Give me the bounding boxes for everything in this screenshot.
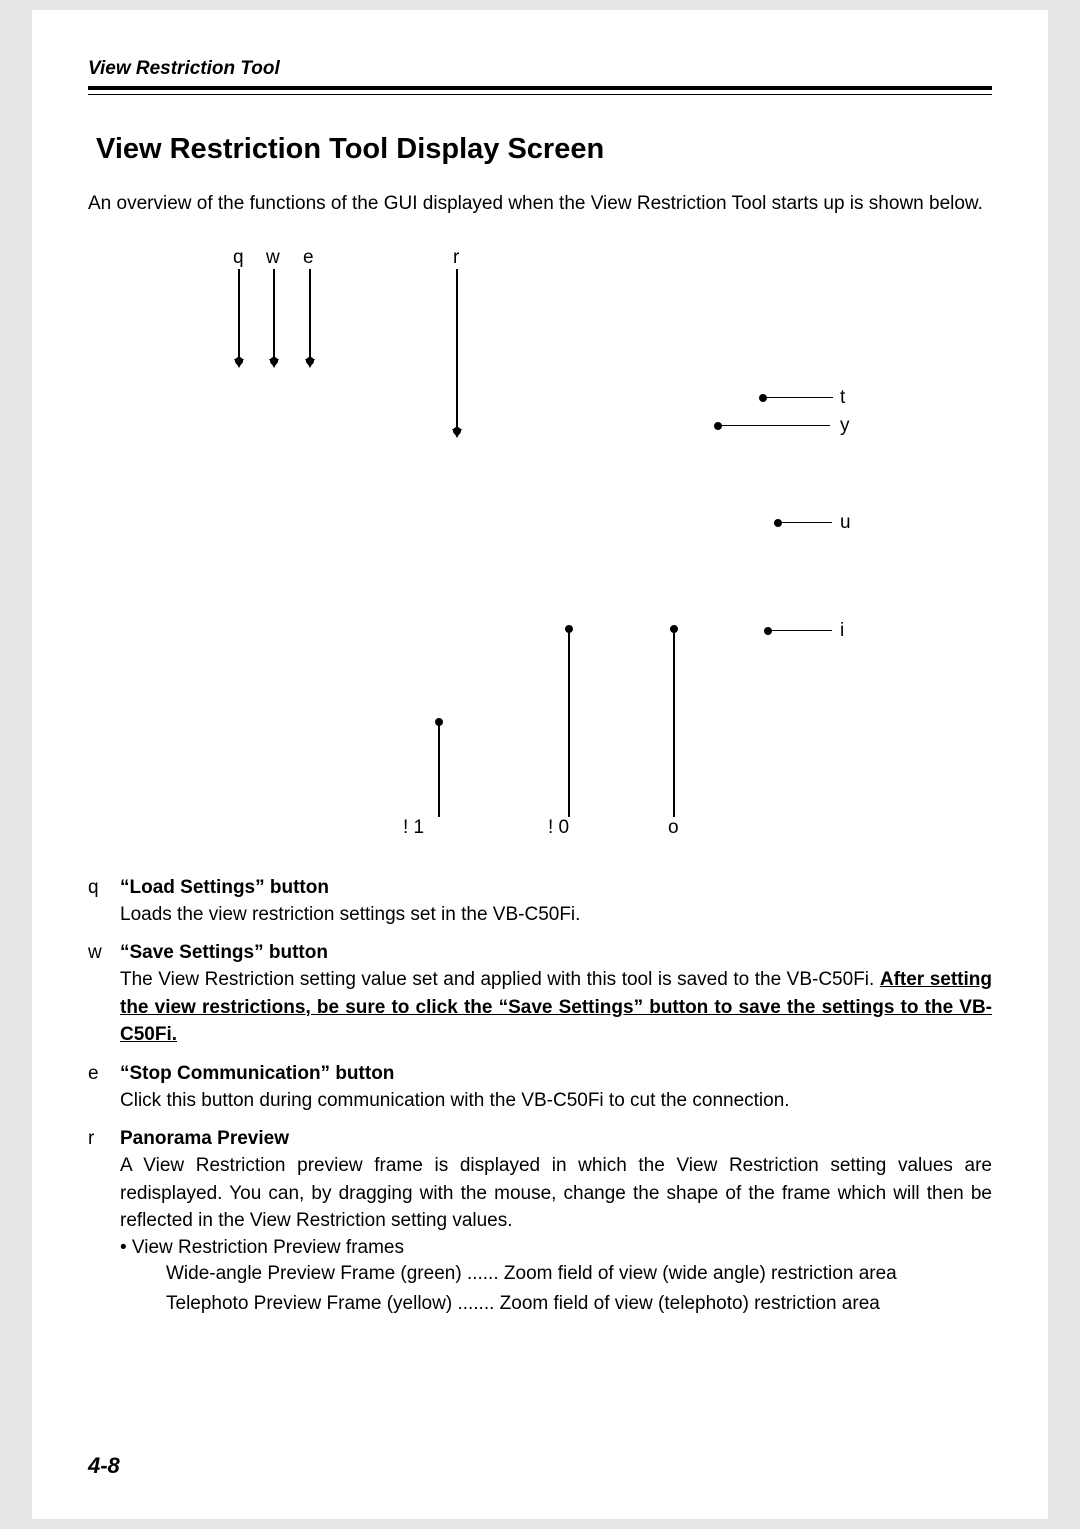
dot-o: [670, 625, 678, 633]
def-text: The View Restriction setting value set a…: [120, 966, 992, 1049]
line-y: [718, 425, 830, 427]
bullet-row: • View Restriction Preview frames: [120, 1237, 992, 1259]
def-key: r: [88, 1128, 120, 1150]
label-t: t: [840, 387, 845, 409]
line-t: [763, 397, 833, 399]
line-b0: [568, 629, 570, 817]
label-b0: ! 0: [548, 817, 569, 839]
line-o: [673, 629, 675, 817]
header-rule-thin: [88, 94, 992, 95]
def-text: A View Restriction preview frame is disp…: [120, 1152, 992, 1235]
def-title: Panorama Preview: [120, 1128, 992, 1150]
label-y: y: [840, 415, 850, 437]
def-key: w: [88, 942, 120, 964]
dot-u: [774, 519, 782, 527]
def-text: Click this button during communication w…: [120, 1087, 992, 1115]
dot-i: [764, 627, 772, 635]
line-r: [456, 269, 458, 429]
page-title: View Restriction Tool Display Screen: [96, 133, 992, 166]
line-q: [238, 269, 240, 359]
dot-b1: [435, 718, 443, 726]
frame-list: Wide-angle Preview Frame (green) ...... …: [166, 1259, 992, 1320]
def-key: q: [88, 877, 120, 899]
label-w: w: [266, 247, 280, 269]
callout-diagram: q w e r t y u i o ! 0: [128, 247, 948, 867]
def-item-q: q “Load Settings” button Loads the view …: [88, 877, 992, 929]
line-i: [768, 630, 832, 632]
label-q: q: [233, 247, 244, 269]
def-text: Loads the view restriction settings set …: [120, 901, 992, 929]
intro-text: An overview of the functions of the GUI …: [88, 190, 992, 219]
def-item-r: r Panorama Preview A View Restriction pr…: [88, 1128, 992, 1319]
label-r: r: [453, 247, 459, 269]
dot-b0: [565, 625, 573, 633]
header-rule-thick: [88, 86, 992, 90]
def-item-e: e “Stop Communication” button Click this…: [88, 1063, 992, 1115]
line-e: [309, 269, 311, 359]
dot-y: [714, 422, 722, 430]
arrow-q: [234, 359, 244, 368]
page-number: 4-8: [88, 1453, 120, 1479]
dot-t: [759, 394, 767, 402]
arrow-e: [305, 359, 315, 368]
def-title: “Load Settings” button: [120, 877, 992, 899]
doc-header-title: View Restriction Tool: [88, 58, 992, 80]
def-title: “Save Settings” button: [120, 942, 992, 964]
def-key: e: [88, 1063, 120, 1085]
line-b1: [438, 722, 440, 817]
label-o: o: [668, 817, 679, 839]
frame-line-1: Wide-angle Preview Frame (green) ...... …: [166, 1259, 992, 1289]
label-b1: ! 1: [403, 817, 424, 839]
label-i: i: [840, 620, 844, 642]
frame-line-2: Telephoto Preview Frame (yellow) .......…: [166, 1289, 992, 1319]
arrow-r: [452, 429, 462, 438]
def-line: The View Restriction setting value set a…: [120, 969, 874, 990]
arrow-w: [269, 359, 279, 368]
line-u: [778, 522, 832, 524]
line-w: [273, 269, 275, 359]
def-item-w: w “Save Settings” button The View Restri…: [88, 942, 992, 1049]
manual-page: View Restriction Tool View Restriction T…: [32, 10, 1048, 1519]
label-e: e: [303, 247, 314, 269]
def-title: “Stop Communication” button: [120, 1063, 992, 1085]
definitions-list: q “Load Settings” button Loads the view …: [88, 877, 992, 1320]
label-u: u: [840, 512, 851, 534]
